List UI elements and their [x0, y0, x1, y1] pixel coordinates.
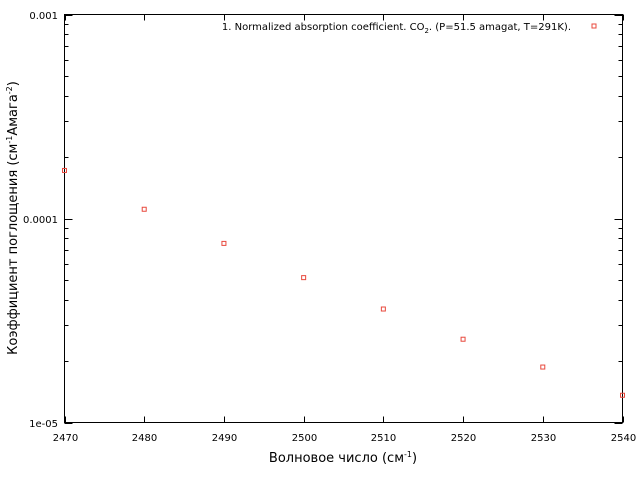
axis-ticks — [64, 14, 624, 424]
x-tick-label: 2540 — [611, 433, 636, 444]
legend-marker — [591, 23, 597, 29]
legend: 1. Normalized absorption coefficient. CO… — [222, 22, 597, 35]
data-point — [141, 206, 147, 212]
y-axis-title: Коэффициент поглощения (см-1Амага-2) — [5, 81, 21, 355]
data-point — [62, 167, 67, 173]
data-points — [62, 167, 625, 398]
x-tick-label: 2530 — [531, 433, 556, 444]
data-point — [301, 275, 307, 281]
data-point — [221, 240, 227, 246]
data-point — [540, 364, 546, 370]
x-tick-label: 2520 — [451, 433, 476, 444]
tick-labels: 2470 2480 2490 2500 2510 2520 2530 2540 1e-05 0.0… — [23, 11, 636, 444]
y-tick-label: 1e-05 — [29, 419, 58, 430]
y-tick-label: 0.0001 — [23, 215, 58, 226]
x-tick-label: 2480 — [132, 433, 157, 444]
data-point — [620, 392, 625, 398]
x-tick-label: 2470 — [53, 433, 78, 444]
x-tick-label: 2490 — [212, 433, 237, 444]
y-tick-label: 0.001 — [29, 11, 58, 22]
x-axis-title: Волновое число (см-1) — [269, 450, 417, 466]
legend-entry-label: 1. Normalized absorption coefficient. CO… — [222, 22, 571, 35]
plot-frame — [64, 14, 623, 423]
data-point — [460, 336, 466, 342]
x-tick-label: 2510 — [371, 433, 396, 444]
data-point — [380, 306, 386, 312]
x-tick-label: 2500 — [292, 433, 317, 444]
